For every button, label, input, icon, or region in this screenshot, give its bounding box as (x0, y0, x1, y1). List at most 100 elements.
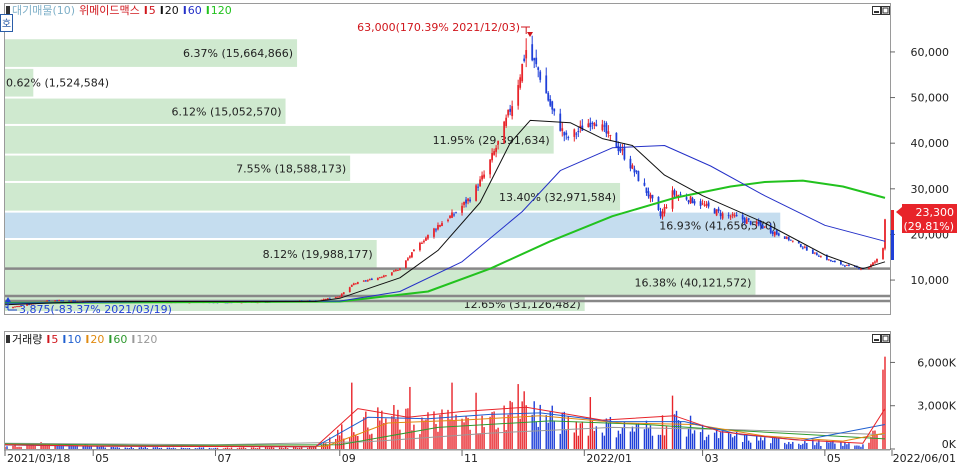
volume-bar (657, 434, 660, 449)
low-arrow-icon (5, 297, 11, 302)
volume-bar (882, 369, 884, 449)
candle-body (631, 165, 634, 169)
volume-bar (88, 445, 90, 449)
candle-body (771, 231, 774, 234)
legend-item[interactable]: 대기매물(10) (12, 4, 75, 17)
volume-bar (731, 437, 734, 449)
volume-bar (747, 440, 750, 449)
legend-item[interactable]: 120 (211, 4, 232, 17)
candle-body (817, 255, 820, 257)
legend-color-icon (6, 6, 10, 14)
candle-body (827, 259, 830, 261)
volume-bar (834, 443, 836, 449)
volume-bar (46, 444, 48, 449)
legend-item[interactable]: 위메이드맥스 (79, 4, 140, 17)
volume-bar (70, 445, 72, 449)
candle-body (589, 122, 592, 127)
price-tick-label: 50,000 (911, 92, 950, 105)
volume-bar (28, 443, 30, 449)
candle-body (799, 244, 802, 248)
volume-bar (116, 447, 118, 449)
side-toggle-button[interactable]: 호 (0, 14, 13, 32)
price-legend[interactable]: 대기매물(10) 위메이드맥스 5 20 60 120 (6, 4, 232, 17)
volume-bar (559, 433, 561, 449)
candle-body (647, 191, 650, 197)
volume-bar (110, 447, 112, 449)
volume-bar (798, 443, 800, 449)
volume-profile-bar (5, 68, 34, 97)
volume-panel-controls[interactable] (872, 334, 890, 343)
volume-bar (469, 429, 471, 449)
volume-bar (365, 411, 367, 449)
candle-body (858, 268, 860, 270)
volume-bar (441, 409, 443, 449)
candle-body (336, 296, 339, 298)
volume-bar (146, 448, 149, 449)
candle-body (370, 278, 373, 281)
price-panel-controls[interactable] (872, 6, 890, 15)
side-toggle-box[interactable] (0, 14, 13, 32)
legend-color-icon (6, 335, 10, 343)
volume-bar (842, 445, 844, 449)
candle-body (691, 198, 694, 204)
volume-bar (743, 433, 746, 449)
candle-body (348, 287, 351, 293)
candle-body (563, 132, 566, 136)
volume-bar (629, 431, 632, 449)
volume-bar (198, 447, 201, 449)
candle-body (465, 199, 467, 204)
legend-item[interactable]: 5 (51, 333, 58, 346)
volume-bar (391, 416, 393, 449)
legend-item[interactable]: 20 (165, 4, 179, 17)
volume-profile-label: 11.95% (29,391,634) (433, 134, 550, 147)
volume-bar (844, 442, 846, 449)
legend-item[interactable]: 120 (136, 333, 157, 346)
volume-bar (846, 444, 848, 449)
date-tick-label: 09 (342, 452, 356, 465)
candle-body (376, 277, 379, 281)
volume-bar (98, 446, 100, 449)
legend-item[interactable]: 거래량 (12, 333, 42, 346)
volume-bar (872, 430, 874, 449)
candle-body (405, 260, 407, 268)
volume-bar (427, 412, 429, 449)
volume-bar (721, 431, 724, 449)
volume-bar (868, 442, 870, 449)
legend-item[interactable]: 60 (188, 4, 202, 17)
volume-bar (26, 445, 28, 449)
volume-bar (715, 429, 718, 449)
volume-bar (315, 447, 317, 449)
minimize-icon[interactable] (872, 6, 881, 15)
volume-bar (758, 440, 760, 449)
volume-profile-label: 0.62% (1,524,584) (6, 77, 109, 90)
volume-minimize-icon[interactable] (872, 334, 881, 343)
candle-body (645, 187, 648, 193)
candle-body (354, 283, 357, 285)
volume-bar (649, 425, 652, 449)
volume-bar (379, 420, 381, 449)
volume-profile-label: 8.12% (19,988,177) (263, 248, 373, 261)
volume-bar (413, 424, 415, 449)
legend-item[interactable]: 60 (113, 333, 127, 346)
volume-bar (405, 408, 407, 449)
candle-body (839, 260, 842, 265)
volume-bar (180, 447, 183, 449)
legend-item[interactable]: 10 (67, 333, 81, 346)
volume-bar (691, 433, 694, 449)
volume-legend[interactable]: 거래량 5 10 20 60 120 (6, 333, 157, 346)
volume-bar (268, 447, 271, 449)
legend-item[interactable]: 20 (90, 333, 104, 346)
maximize-icon[interactable] (881, 6, 890, 15)
legend-item[interactable]: 5 (149, 4, 156, 17)
volume-maximize-icon[interactable] (881, 334, 890, 343)
volume-bar (575, 421, 577, 449)
volume-bar (140, 446, 143, 449)
candle-body (679, 194, 682, 196)
candle-body (884, 219, 886, 249)
candle-body (390, 272, 393, 276)
volume-bar (645, 420, 648, 449)
volume-bar (567, 416, 569, 449)
volume-bar (341, 424, 343, 449)
candle-body (763, 226, 766, 228)
